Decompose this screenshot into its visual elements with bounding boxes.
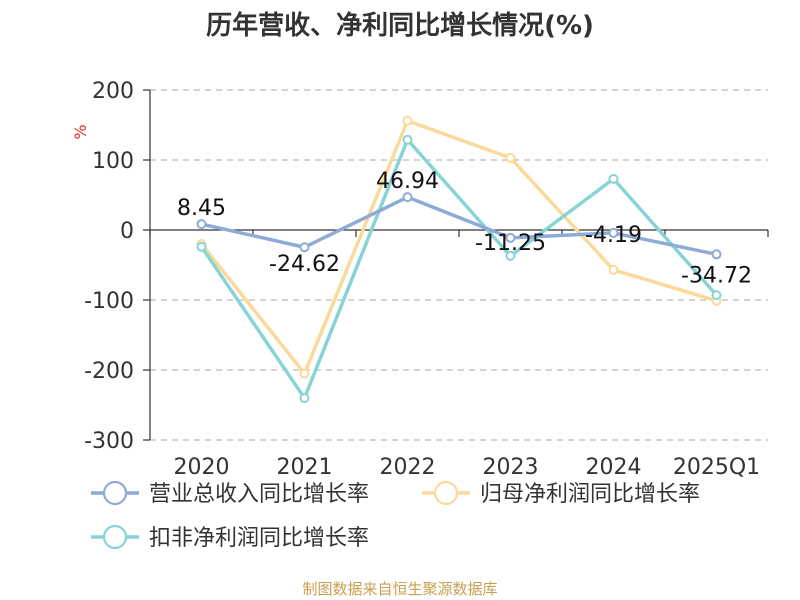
series-point bbox=[402, 192, 413, 203]
legend-label: 扣非净利润同比增长率 bbox=[149, 526, 369, 551]
y-tick-label: 200 bbox=[92, 79, 134, 104]
series-1 bbox=[196, 192, 722, 260]
y-tick-label: 0 bbox=[120, 219, 134, 244]
series-point bbox=[505, 232, 516, 243]
series-point bbox=[608, 227, 619, 238]
series-line bbox=[201, 195, 717, 257]
data-label: -24.62 bbox=[269, 252, 340, 277]
chart-title: 历年营收、净利同比增长情况(%) bbox=[206, 10, 594, 41]
series-point bbox=[299, 393, 310, 403]
x-tick-label: 2020 bbox=[174, 455, 230, 480]
y-tick-label: -200 bbox=[84, 359, 134, 384]
legend-label: 归母净利润同比增长率 bbox=[480, 482, 700, 507]
legend-item-1: 营业总收入同比增长率 bbox=[91, 480, 369, 507]
legend-marker bbox=[102, 480, 128, 506]
series-point bbox=[402, 134, 413, 145]
x-tick-label: 2024 bbox=[586, 455, 642, 480]
series-3 bbox=[196, 134, 722, 403]
series-line bbox=[200, 119, 718, 376]
legend-item-3: 扣非净利润同比增长率 bbox=[91, 524, 369, 551]
y-axis-unit: % bbox=[71, 124, 90, 139]
series-point bbox=[505, 250, 516, 261]
data-label: -11.25 bbox=[475, 231, 546, 256]
series-layer bbox=[196, 115, 722, 403]
legend-item-2: 归母净利润同比增长率 bbox=[422, 480, 700, 507]
data-labels: 8.45 -24.62 46.94 -11.25 -4.19 -34.72 bbox=[177, 169, 752, 288]
x-tick-label: 2025Q1 bbox=[673, 455, 760, 480]
y-tick-label: 100 bbox=[92, 149, 134, 174]
legend-label: 营业总收入同比增长率 bbox=[149, 482, 369, 507]
series-point bbox=[505, 152, 516, 163]
x-tick-label: 2023 bbox=[483, 455, 539, 480]
x-tick-label: 2021 bbox=[277, 455, 333, 480]
legend-marker bbox=[102, 524, 128, 550]
legend-marker bbox=[433, 480, 459, 506]
axes: 200 100 0 -100 -200 -300 2020 2021 2022 2023 2024 2… bbox=[84, 79, 769, 480]
series-point bbox=[299, 368, 310, 379]
series-point bbox=[299, 242, 310, 253]
series-point bbox=[402, 115, 413, 126]
x-tick-label: 2022 bbox=[380, 455, 436, 480]
series-point bbox=[196, 219, 207, 230]
series-point bbox=[711, 249, 722, 260]
y-tick-label: -100 bbox=[84, 289, 134, 314]
data-label: -34.72 bbox=[681, 263, 752, 288]
series-point bbox=[608, 173, 619, 184]
series-point bbox=[608, 264, 619, 275]
grid-lines bbox=[150, 89, 768, 441]
series-2 bbox=[196, 115, 722, 379]
data-label: 8.45 bbox=[177, 196, 226, 221]
series-point bbox=[196, 241, 207, 252]
data-label: -4.19 bbox=[585, 223, 642, 248]
source-note: 制图数据来自恒生聚源数据库 bbox=[302, 580, 497, 598]
y-tick-label: -300 bbox=[84, 429, 134, 454]
data-label: 46.94 bbox=[376, 169, 439, 194]
series-point bbox=[711, 290, 722, 301]
series-line bbox=[200, 137, 718, 400]
